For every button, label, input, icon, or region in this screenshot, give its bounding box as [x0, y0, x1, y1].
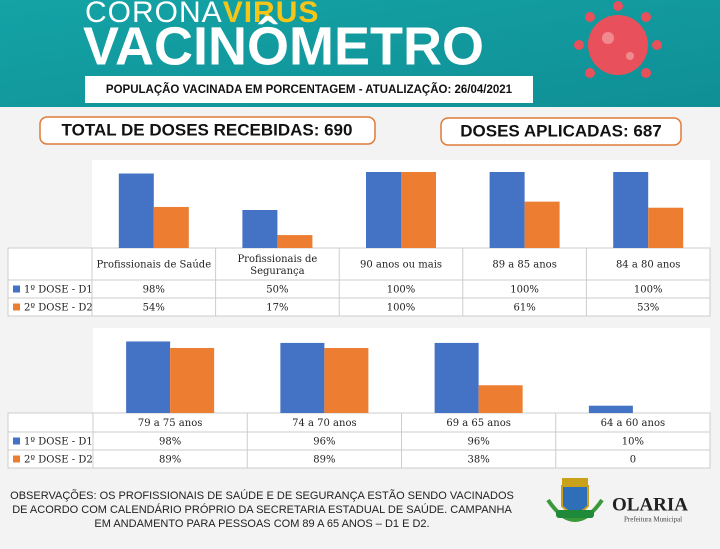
received-total: TOTAL DE DOSES RECEBIDAS: 690: [62, 120, 353, 139]
category-label: 69 a 65 anos: [446, 418, 511, 429]
bar: [242, 210, 278, 248]
note-line: EM ANDAMENTO PARA PESSOAS COM 89 A 65 AN…: [94, 518, 429, 530]
note-line: OBSERVAÇÕES: OS PROFISSIONAIS DE SAÚDE E…: [10, 489, 514, 502]
applied-box: [440, 117, 682, 146]
bar: [524, 201, 560, 248]
table-area: [7, 412, 711, 469]
legend-label: 2º DOSE - D2: [24, 455, 93, 466]
category-label: 89 a 85 anos: [492, 260, 557, 271]
bar: [170, 348, 215, 413]
logo-name: OLARIA: [612, 494, 688, 515]
value-label: 38%: [468, 455, 490, 466]
value-label: 89%: [313, 455, 335, 466]
category-label: 74 a 70 anos: [292, 418, 357, 429]
virus-icon: [574, 1, 662, 78]
table-area: [7, 247, 711, 317]
bar: [118, 173, 154, 248]
value-label: 54%: [143, 303, 165, 314]
bar: [280, 342, 325, 413]
bar: [366, 172, 401, 248]
applied-total: DOSES APLICADAS: 687: [460, 121, 662, 140]
legend-swatch: [13, 437, 20, 445]
legend-label: 2º DOSE - D2: [24, 303, 93, 314]
bar: [648, 207, 684, 248]
value-label: 61%: [513, 303, 535, 314]
value-label: 17%: [266, 303, 288, 314]
bar: [478, 385, 523, 413]
value-label: 100%: [387, 303, 416, 314]
received-box: [39, 116, 376, 145]
category-label: 90 anos ou mais: [360, 260, 442, 271]
value-label: 98%: [159, 437, 181, 448]
bar: [277, 235, 313, 248]
bar: [153, 206, 189, 248]
value-label: 100%: [634, 285, 663, 296]
bar: [613, 172, 649, 248]
bar: [489, 172, 525, 248]
brand: CORONAVIRUS: [85, 0, 319, 29]
value-label: 10%: [622, 437, 644, 448]
chart: 1º DOSE - D1 2º DOSE - D2 79 a 75 anos 98% 8…: [7, 328, 711, 469]
subtitle: POPULAÇÃO VACINADA EM PORCENTAGEM - ATUA…: [106, 83, 513, 96]
category-label: 84 a 80 anos: [616, 260, 681, 271]
title: VACINÔMETRO: [83, 15, 484, 76]
category-label: 64 a 60 anos: [601, 418, 666, 429]
legend-swatch: [13, 303, 20, 311]
value-label: 89%: [159, 455, 181, 466]
bar: [588, 405, 633, 413]
value-label: 0: [630, 455, 636, 466]
value-label: 100%: [510, 285, 539, 296]
bar: [401, 172, 436, 248]
bar: [434, 342, 479, 413]
category-label: 79 a 75 anos: [138, 418, 203, 429]
category-label: Profissionais de Segurança: [237, 254, 317, 277]
chart: 1º DOSE - D1 2º DOSE - D2 Profissionais de…: [7, 160, 711, 317]
value-label: 98%: [143, 285, 165, 296]
value-label: 96%: [468, 437, 490, 448]
legend-swatch: [13, 285, 20, 293]
bar: [126, 341, 171, 413]
legend-label: 1º DOSE - D1: [24, 285, 93, 296]
legend-swatch: [13, 455, 20, 463]
category-label: Profissionais de Saúde: [96, 260, 211, 271]
legend-label: 1º DOSE - D1: [24, 437, 93, 448]
note-line: DE ACORDO COM CALENDÁRIO PRÓPRIO DA SECR…: [12, 503, 512, 516]
subtitle-box: [85, 76, 533, 103]
bar: [324, 348, 369, 413]
value-label: 96%: [313, 437, 335, 448]
value-label: 100%: [387, 285, 416, 296]
value-label: 53%: [637, 303, 659, 314]
logo-sub: Prefeitura Municipal: [624, 516, 682, 524]
logo-emblem: [546, 478, 604, 522]
value-label: 50%: [266, 285, 288, 296]
